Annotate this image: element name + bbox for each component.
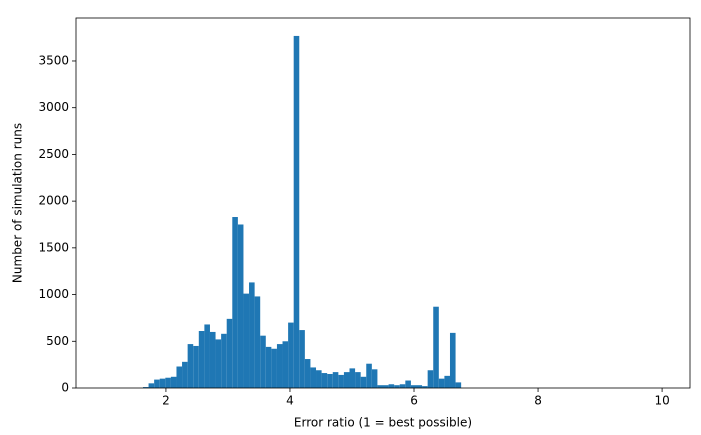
y-tick-label: 2000 [38, 194, 69, 208]
bar [371, 369, 378, 388]
x-axis-label: Error ratio (1 = best possible) [294, 416, 472, 430]
y-tick-label: 3500 [38, 53, 69, 67]
bar [288, 322, 294, 388]
bar [265, 346, 272, 388]
bar [383, 385, 389, 388]
bar [422, 386, 428, 388]
bar [316, 370, 322, 388]
bar [360, 376, 367, 388]
bar [321, 373, 328, 388]
bar [260, 335, 266, 388]
y-tick-label: 0 [61, 381, 69, 395]
y-tick-label: 1000 [38, 287, 69, 301]
bar [254, 296, 261, 388]
bar [427, 370, 434, 388]
bar [338, 374, 344, 388]
bar [226, 318, 233, 388]
y-axis-label: Number of simulation runs [11, 123, 25, 283]
bar [444, 375, 450, 388]
bar [455, 382, 462, 388]
bar [237, 224, 244, 388]
y-tick-label: 2500 [38, 147, 69, 161]
bar [198, 331, 205, 388]
y-tick-label: 3000 [38, 100, 69, 114]
bar [377, 385, 383, 388]
bar [433, 306, 439, 388]
x-tick-label: 6 [410, 394, 418, 408]
x-tick-label: 4 [286, 394, 294, 408]
bar [438, 378, 445, 388]
bar [170, 376, 177, 388]
bar [416, 385, 423, 388]
bar [343, 372, 350, 388]
plot-frame [75, 17, 691, 389]
bar [304, 359, 311, 388]
x-tick-label: 2 [162, 394, 170, 408]
bar [243, 293, 250, 388]
bar [282, 341, 289, 388]
bar [410, 385, 417, 388]
bar [142, 387, 149, 388]
bar [165, 377, 171, 388]
bar [215, 339, 222, 388]
bar [310, 367, 317, 388]
bar [159, 378, 166, 388]
bar [193, 345, 199, 388]
bar [355, 372, 361, 388]
bar [204, 324, 210, 388]
bar [293, 35, 300, 388]
bar [271, 348, 277, 388]
bar [232, 217, 238, 388]
bar [221, 333, 227, 388]
bar [394, 385, 400, 388]
bar [209, 331, 216, 388]
bar [276, 344, 283, 388]
y-tick-label: 500 [46, 334, 69, 348]
bar [388, 384, 395, 388]
bar [187, 344, 194, 388]
bar [449, 332, 456, 388]
bar [299, 330, 305, 388]
x-tick-label: 10 [654, 394, 669, 408]
bar [327, 373, 333, 388]
bar [349, 368, 356, 388]
bar [148, 383, 155, 388]
bar [176, 366, 183, 388]
bar [332, 372, 339, 388]
bar [182, 361, 188, 388]
bar [399, 384, 406, 388]
bar [366, 363, 372, 388]
bar [405, 380, 411, 388]
bar [154, 379, 160, 388]
bar [249, 282, 255, 388]
x-tick-label: 8 [534, 394, 542, 408]
y-tick-label: 1500 [38, 240, 69, 254]
